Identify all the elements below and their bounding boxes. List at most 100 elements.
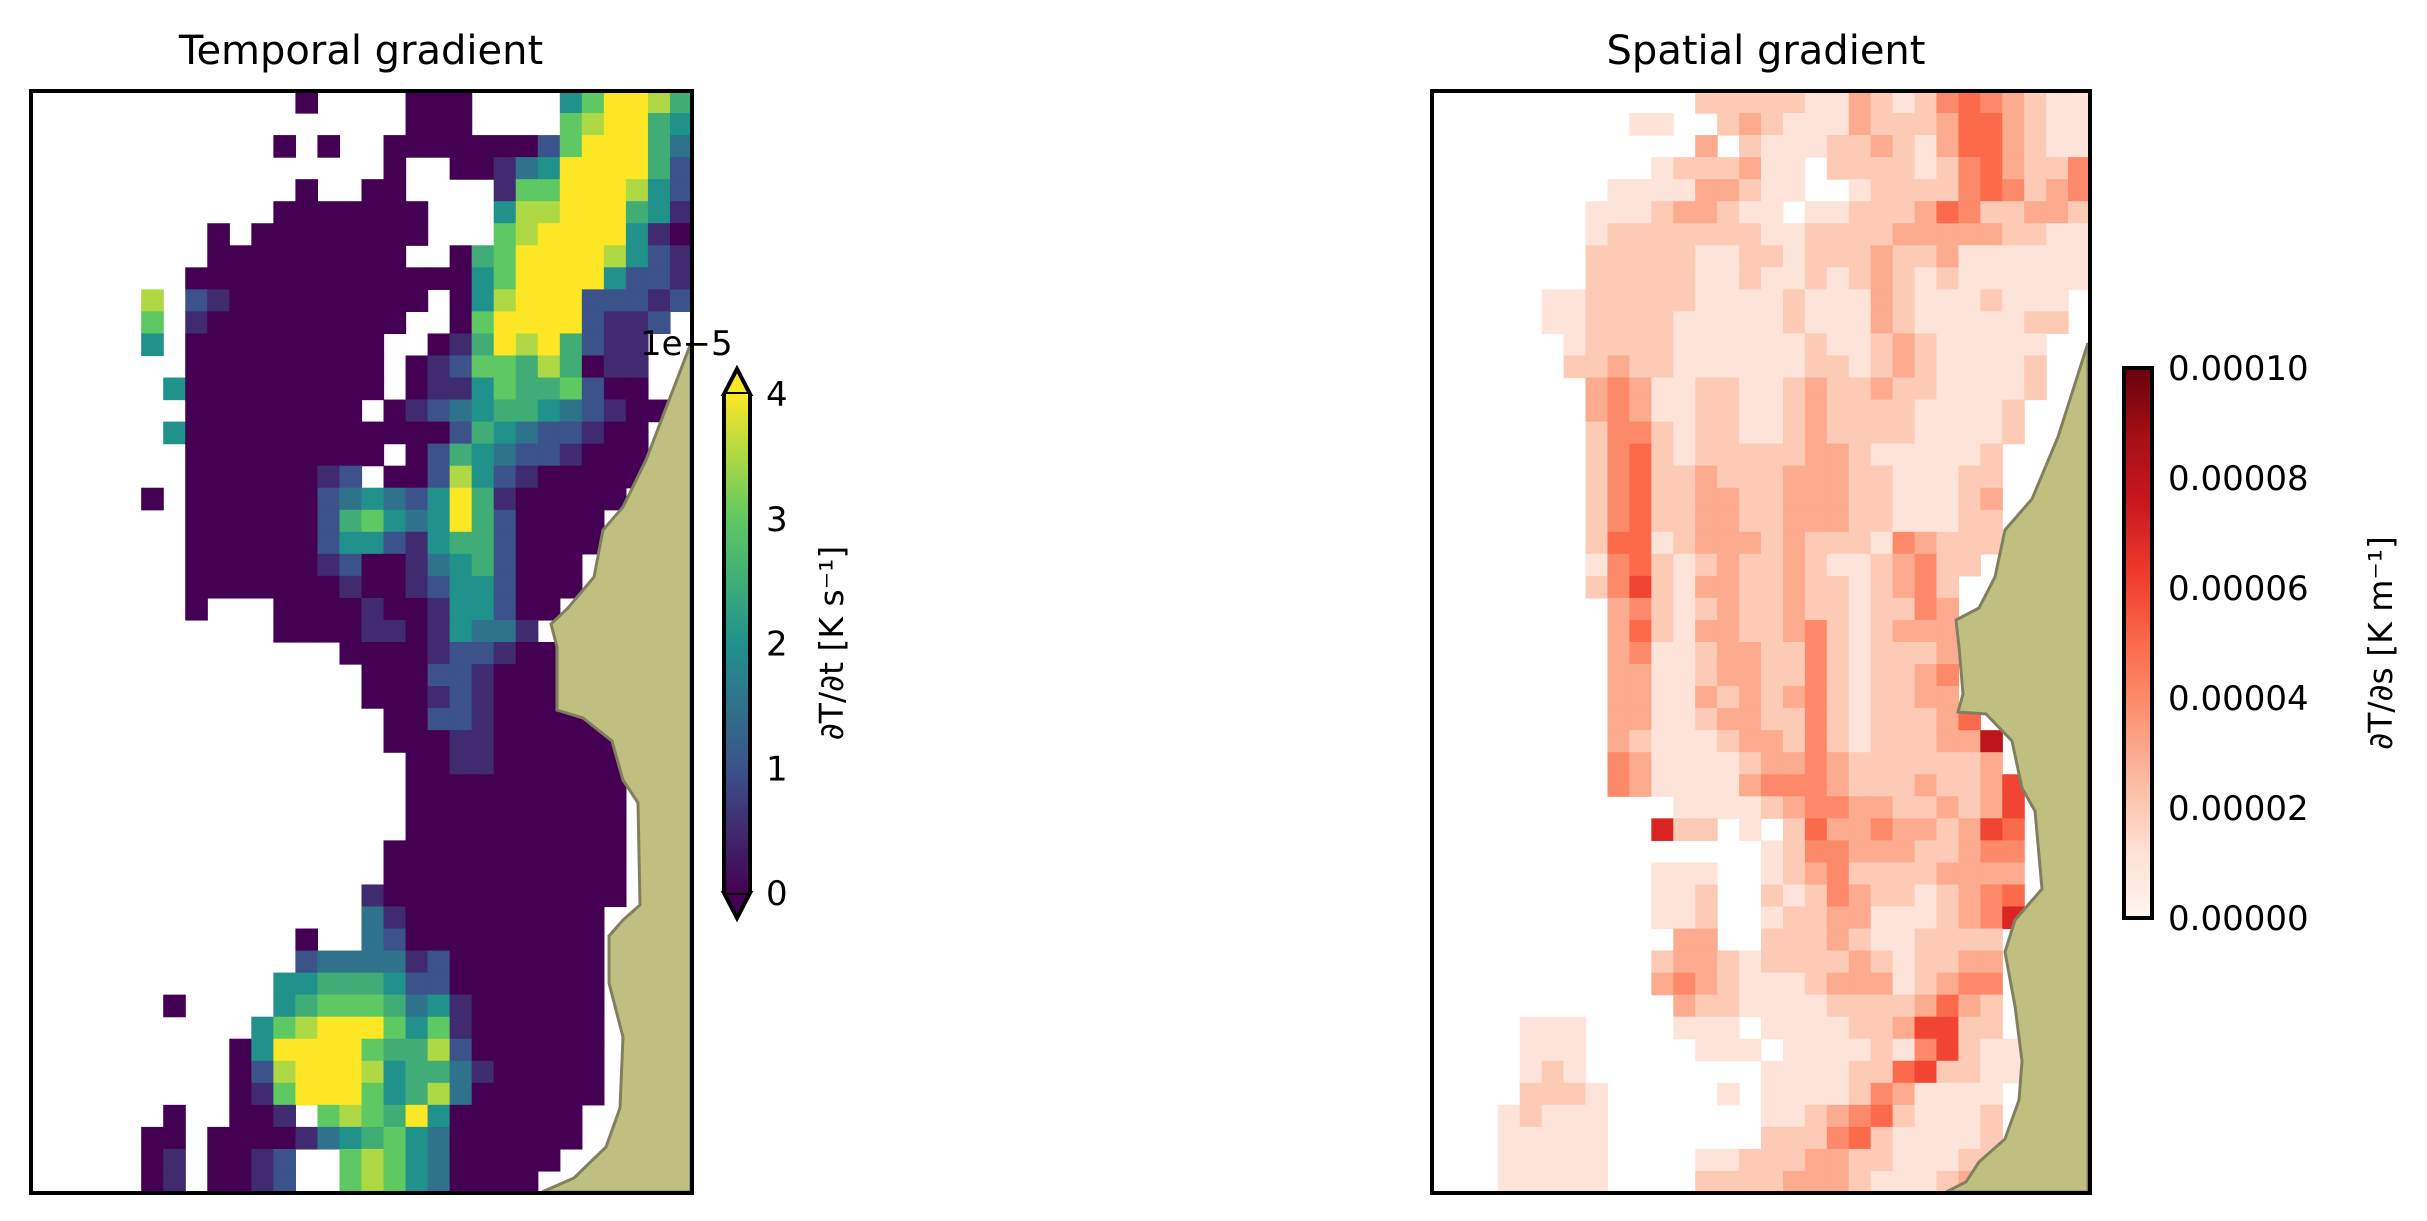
heatmap-cell (339, 311, 363, 335)
heatmap-cell (449, 575, 473, 599)
heatmap-cell (1629, 487, 1652, 511)
heatmap-cell (515, 686, 539, 709)
heatmap-cell (1739, 774, 1762, 797)
heatmap-cell (1870, 840, 1894, 863)
heatmap-cell (559, 575, 583, 599)
heatmap-cell (251, 399, 274, 423)
heatmap-cell (1761, 465, 1784, 489)
heatmap-cell (383, 686, 407, 709)
heatmap-cell (1761, 619, 1784, 643)
heatmap-cell (339, 1082, 363, 1106)
heatmap-cell (537, 1060, 561, 1084)
heatmap-cell (1958, 950, 1981, 974)
heatmap-cell (229, 553, 252, 577)
heatmap-cell (1541, 1170, 1565, 1194)
heatmap-cell (1892, 223, 1916, 246)
heatmap-cell (1892, 994, 1916, 1018)
heatmap-cell (1717, 421, 1740, 445)
heatmap-cell (1870, 223, 1894, 246)
heatmap-cell (1980, 1060, 2003, 1084)
heatmap-cell (493, 752, 517, 775)
heatmap-cell (427, 752, 451, 775)
heatmap-cell (361, 642, 385, 665)
heatmap-cell (537, 686, 561, 709)
heatmap-cell (207, 289, 230, 312)
heatmap-cell (1782, 443, 1806, 467)
heatmap-cell (427, 1148, 451, 1172)
heatmap-cell (141, 333, 164, 357)
heatmap-cell (1804, 950, 1828, 974)
heatmap-cell (559, 950, 583, 974)
heatmap-cell (339, 1060, 363, 1084)
heatmap-cell (251, 443, 274, 467)
heatmap-cell (1717, 179, 1740, 202)
heatmap-cell (1958, 928, 1981, 952)
heatmap-cell (471, 906, 495, 930)
heatmap-cell (1717, 774, 1740, 797)
heatmap-cell (603, 135, 627, 158)
heatmap-cell (361, 597, 385, 621)
heatmap-cell (1936, 91, 1959, 114)
heatmap-cell (515, 708, 539, 731)
heatmap-cell (1563, 1016, 1587, 1040)
heatmap-cell (1782, 884, 1806, 908)
heatmap-cell (2002, 267, 2025, 290)
heatmap-cell (581, 201, 605, 224)
spatial-colorbar: 0.000000.000020.000040.000060.000080.000… (2122, 349, 2400, 939)
heatmap-cell (1870, 862, 1894, 886)
heatmap-cell (339, 465, 363, 489)
heatmap-cell (1651, 642, 1674, 665)
heatmap-cell (493, 267, 517, 290)
heatmap-cell (1585, 531, 1609, 555)
heatmap-cell (383, 994, 407, 1018)
heatmap-cell (515, 642, 539, 665)
heatmap-cell (1848, 774, 1872, 797)
heatmap-cell (1892, 245, 1916, 268)
heatmap-cell (1870, 686, 1894, 709)
heatmap-cell (1848, 267, 1872, 290)
heatmap-cell (1607, 311, 1630, 335)
heatmap-cell (1914, 377, 1938, 401)
heatmap-cell (339, 355, 363, 379)
heatmap-cell (1695, 289, 1718, 312)
heatmap-cell (1958, 818, 1981, 841)
heatmap-cell (427, 333, 451, 357)
heatmap-cell (1958, 91, 1981, 114)
heatmap-cell (1541, 1060, 1565, 1084)
heatmap-cell (493, 179, 517, 202)
heatmap-cell (1673, 884, 1696, 908)
heatmap-cell (1761, 994, 1784, 1018)
heatmap-cell (1848, 135, 1872, 158)
heatmap-cell (603, 267, 627, 290)
heatmap-cell (1607, 686, 1630, 709)
heatmap-cell (1936, 245, 1959, 268)
heatmap-cell (383, 1148, 407, 1172)
heatmap-cell (471, 509, 495, 533)
heatmap-cell (317, 245, 341, 268)
heatmap-cell (273, 509, 296, 533)
heatmap-cell (559, 355, 583, 379)
heatmap-cell (251, 1038, 274, 1062)
heatmap-cell (515, 509, 539, 533)
heatmap-cell (339, 531, 363, 555)
heatmap-cell (383, 1016, 407, 1040)
heatmap-cell (1980, 355, 2003, 379)
heatmap-cell (1761, 642, 1784, 665)
heatmap-cell (1870, 972, 1894, 996)
heatmap-cell (1629, 245, 1652, 268)
heatmap-cell (581, 355, 605, 379)
heatmap-cell (537, 443, 561, 467)
heatmap-cell (295, 311, 319, 335)
heatmap-cell (295, 179, 319, 202)
heatmap-cell (339, 575, 363, 599)
heatmap-cell (383, 245, 407, 268)
heatmap-cell (1914, 1060, 1938, 1084)
heatmap-cell (1782, 157, 1806, 180)
heatmap-cell (1651, 421, 1674, 445)
heatmap-cell (1651, 597, 1674, 621)
heatmap-cell (1695, 421, 1718, 445)
heatmap-cell (185, 597, 208, 621)
heatmap-cell (1936, 619, 1959, 643)
heatmap-cell (427, 906, 451, 930)
heatmap-cell (493, 157, 517, 180)
